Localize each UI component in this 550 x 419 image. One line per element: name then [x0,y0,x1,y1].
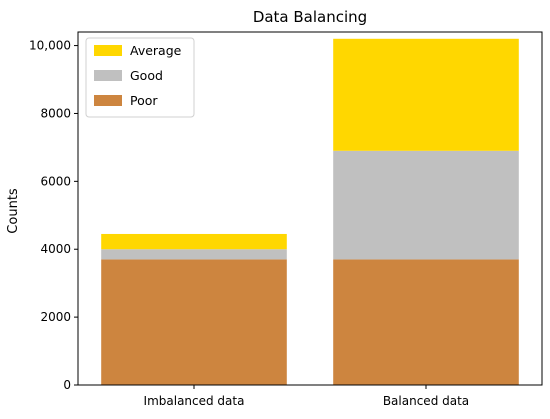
y-tick-label: 6000 [40,174,71,188]
x-tick-label-balanced-data: Balanced data [383,394,469,408]
legend: Average Good Poor [85,37,195,118]
plot-frame [77,31,543,386]
bar-balanced-data-average [333,38,519,151]
y-tick-label: 4000 [40,242,71,256]
y-tick-label: 8000 [40,106,71,120]
y-tick-label: 2000 [40,310,71,324]
legend-label-poor: Poor [130,93,158,108]
legend-swatch-poor [94,95,122,106]
x-tick-label-imbalanced-data: Imbalanced data [144,394,245,408]
bar-imbalanced-data-good [101,249,287,260]
legend-swatch-good [94,70,122,81]
legend-swatch-average [94,45,122,56]
chart-title: Data Balancing [253,8,367,26]
y-tick-label: 0 [63,378,71,392]
axes-group: 0 2000 4000 6000 8000 10,000 Imbalanced data Ba… [29,31,543,408]
legend-label-good: Good [130,68,163,83]
bar-balanced-data-poor [333,259,519,385]
y-axis-label: Counts [6,188,21,234]
bar-imbalanced-data-average [101,233,287,250]
legend-label-average: Average [130,43,182,58]
bars-group [101,38,519,385]
bar-imbalanced-data-poor [101,259,287,385]
bar-balanced-data-good [333,150,519,260]
y-tick-label: 10,000 [29,39,71,53]
